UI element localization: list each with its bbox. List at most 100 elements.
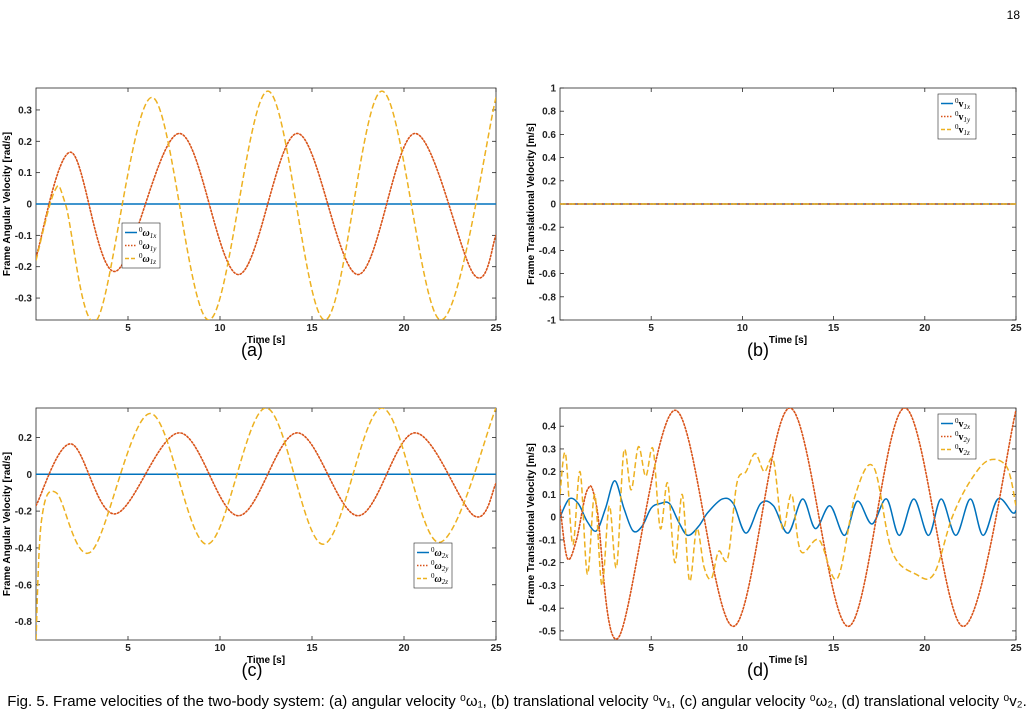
sublabel-d: (d) (747, 660, 769, 680)
y-tick-label: 0.2 (18, 433, 32, 444)
y-tick-label: -0.2 (539, 558, 557, 569)
y-tick-label: 0.4 (542, 153, 556, 164)
legend-entry-1z: 0ω1z (139, 252, 156, 266)
x-tick-label: 10 (214, 643, 226, 654)
plot-frame-c (35, 407, 497, 641)
y-tick-label: 0 (26, 470, 32, 481)
x-tick-label: 15 (306, 643, 318, 654)
y-axis-label: Frame Translational Velocity [m/s] (526, 123, 537, 285)
y-tick-label: 0.6 (542, 130, 556, 141)
series-line-d-2z (560, 445, 1016, 587)
y-tick-label: -0.3 (15, 294, 33, 305)
y-tick-label: 0.1 (18, 168, 32, 179)
legend-entry-1y: 0v1y (955, 110, 971, 124)
x-axis-label: Time [s] (769, 335, 807, 346)
y-tick-label: 0 (550, 513, 556, 524)
x-tick-label: 10 (214, 323, 226, 334)
y-tick-label: -0.6 (15, 580, 33, 591)
y-tick-label: -0.4 (539, 604, 557, 615)
x-tick-label: 5 (125, 643, 131, 654)
x-tick-label: 15 (828, 323, 840, 334)
y-tick-label: -0.8 (15, 617, 33, 628)
x-tick-label: 20 (919, 643, 931, 654)
y-tick-label: 0.8 (542, 107, 556, 118)
x-tick-label: 20 (398, 323, 410, 334)
x-tick-label: 25 (490, 323, 502, 334)
x-axis-label: Time [s] (247, 335, 285, 346)
x-tick-label: 10 (737, 323, 749, 334)
y-tick-label: 0.4 (542, 422, 556, 433)
y-tick-label: -0.5 (539, 626, 557, 637)
x-tick-label: 25 (1010, 643, 1022, 654)
y-tick-label: 0 (26, 200, 32, 211)
x-tick-label: 10 (737, 643, 749, 654)
legend-entry-1x: 0v1x (955, 97, 971, 111)
x-tick-label: 20 (919, 323, 931, 334)
y-tick-label: 0.2 (18, 137, 32, 148)
legend-entry-2x: 0v2x (955, 417, 971, 431)
y-axis-label: Frame Angular Velocity [rad/s] (2, 452, 13, 596)
series-line-a-1y (36, 132, 496, 279)
series-line-c-2z (36, 408, 496, 640)
legend-entry-2y: 0ω2y (431, 559, 449, 573)
x-tick-label: 20 (398, 643, 410, 654)
legend-box (413, 542, 453, 589)
legend-entry-2z: 0v2z (955, 443, 970, 457)
y-tick-label: 0.2 (542, 176, 556, 187)
legend-entry-2z: 0ω2z (431, 572, 448, 586)
legend-entry-2y: 0v2y (955, 430, 971, 444)
legend-entry-1x: 0ω1x (139, 226, 157, 240)
y-tick-label: -0.6 (539, 269, 557, 280)
x-tick-label: 25 (1010, 323, 1022, 334)
legend-entry-2x: 0ω2x (431, 546, 449, 560)
y-tick-label: -0.1 (15, 231, 33, 242)
page-number: 18 (1006, 8, 1020, 22)
legend-entry-1z: 0v1z (955, 123, 970, 137)
y-tick-label: -0.4 (15, 543, 33, 554)
x-axis-label: Time [s] (769, 655, 807, 666)
series-line-d-2y (560, 408, 1016, 640)
x-tick-label: 5 (648, 643, 654, 654)
y-tick-label: -0.2 (15, 507, 33, 518)
y-tick-label: -0.4 (539, 246, 557, 257)
legend-entry-1y: 0ω1y (139, 239, 157, 253)
sublabel-b: (b) (747, 340, 769, 360)
y-tick-label: 1 (550, 84, 556, 95)
y-tick-label: 0 (550, 200, 556, 211)
y-tick-label: 0.1 (542, 490, 556, 501)
series-line-c-2y (36, 432, 496, 518)
y-tick-label: -0.3 (539, 581, 557, 592)
y-tick-label: -0.8 (539, 292, 557, 303)
y-tick-label: 0.3 (18, 105, 32, 116)
y-axis-label: Frame Angular Velocity [rad/s] (2, 132, 13, 276)
sublabel-a: (a) (241, 340, 263, 360)
series-line-a-1z (36, 90, 496, 320)
y-tick-label: 0.3 (542, 444, 556, 455)
x-tick-label: 25 (490, 643, 502, 654)
y-tick-label: 0.2 (542, 467, 556, 478)
y-tick-label: -0.2 (15, 262, 33, 273)
x-tick-label: 5 (125, 323, 131, 334)
y-tick-label: -0.2 (539, 223, 557, 234)
x-tick-label: 5 (648, 323, 654, 334)
sublabel-c: (c) (241, 660, 263, 680)
y-tick-label: -0.1 (539, 535, 557, 546)
y-axis-label: Frame Translational Velocity [m/s] (526, 443, 537, 605)
x-tick-label: 15 (306, 323, 318, 334)
figure-caption: Fig. 5. Frame velocities of the two-body… (7, 693, 1027, 710)
x-tick-label: 15 (828, 643, 840, 654)
y-tick-label: -1 (547, 316, 556, 327)
x-axis-label: Time [s] (247, 655, 285, 666)
